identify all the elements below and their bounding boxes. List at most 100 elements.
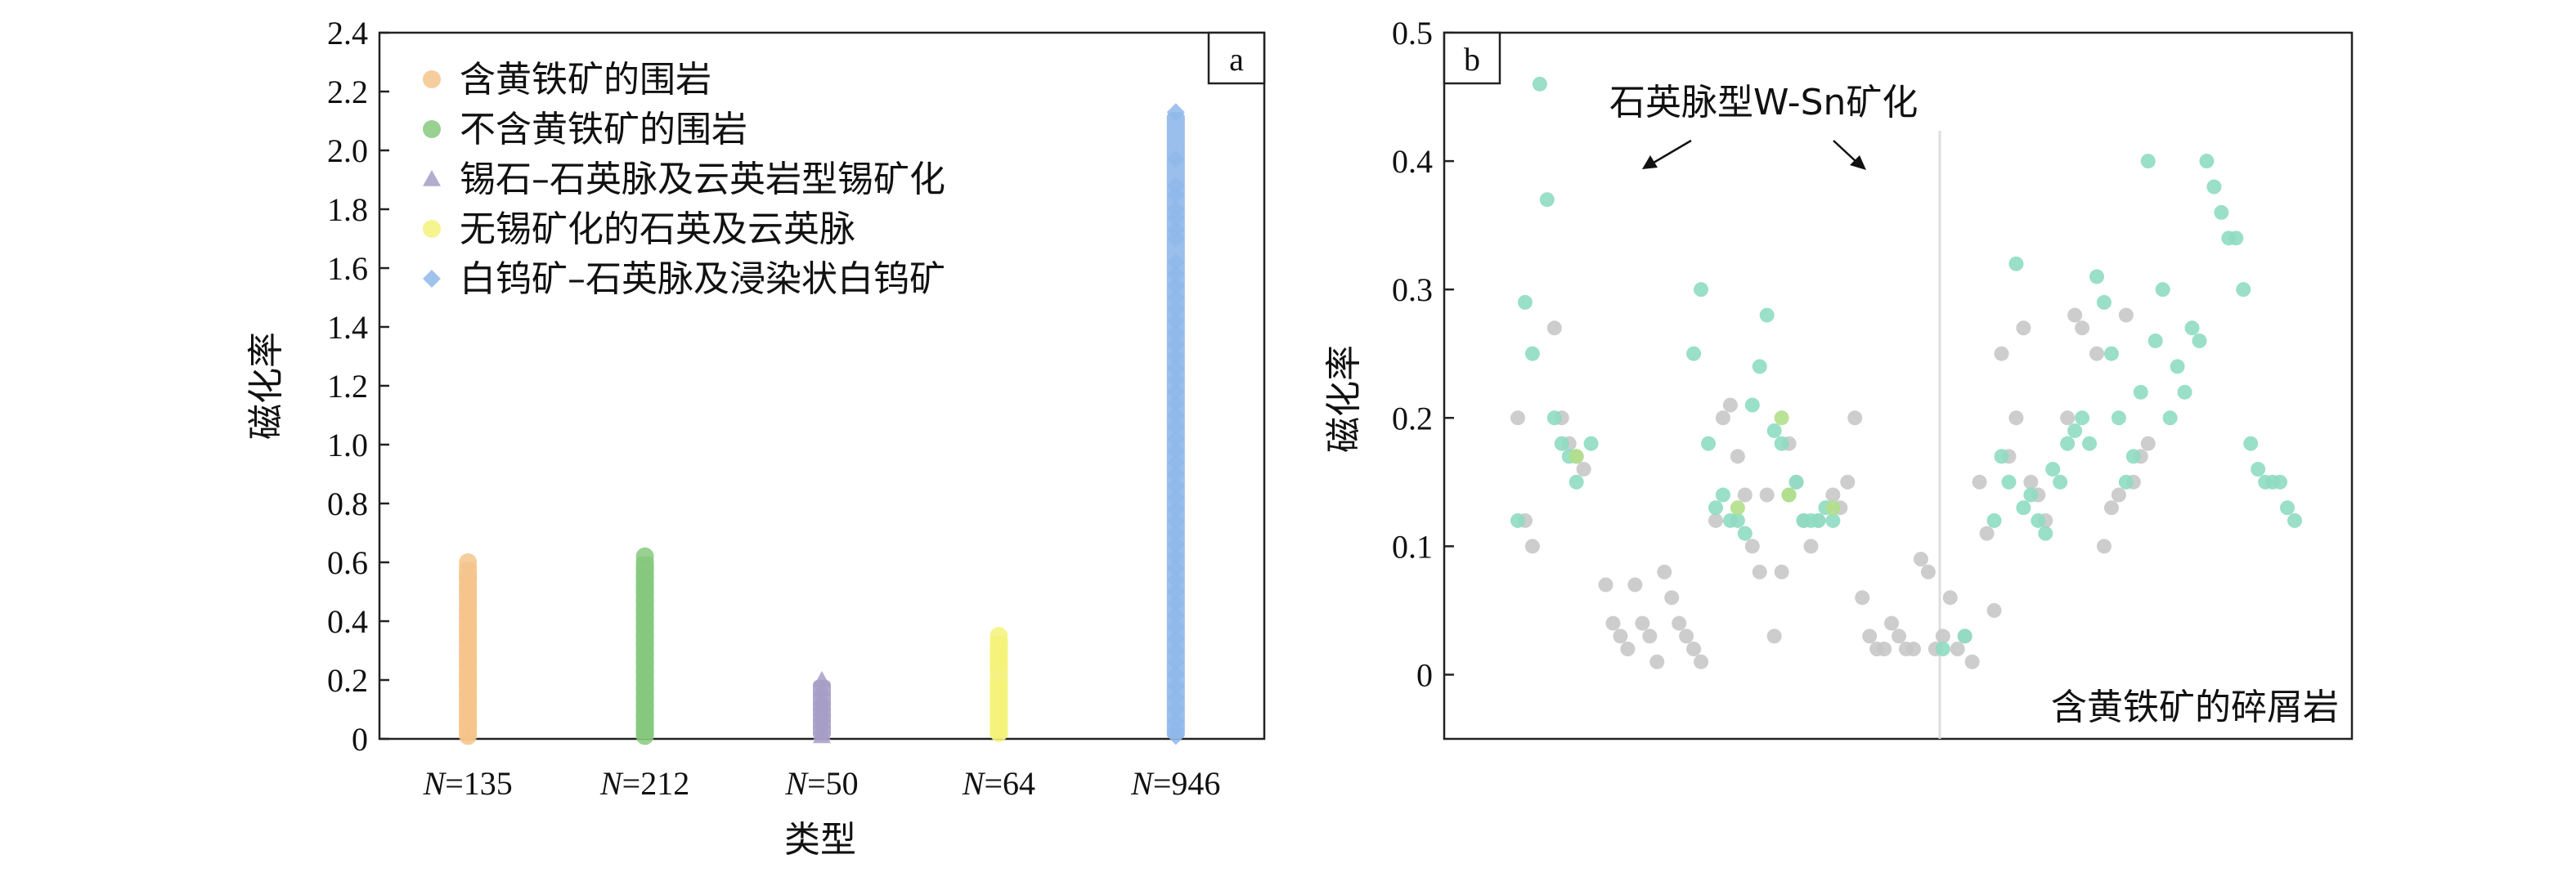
panel-b-data-point bbox=[1694, 282, 1709, 298]
panel-b-data-point bbox=[2280, 500, 2296, 516]
panel-b-data-point bbox=[1517, 294, 1533, 310]
panel-b-data-point bbox=[1766, 629, 1782, 644]
panel-b-data-point bbox=[2031, 512, 2046, 528]
panel-a-x-tick-label: N=64 bbox=[962, 765, 1035, 802]
panel-b-data-point bbox=[2075, 410, 2090, 426]
n-count: =212 bbox=[622, 765, 690, 802]
panel-b-data-point bbox=[2060, 410, 2076, 426]
panel-a-data-point bbox=[1166, 688, 1185, 707]
panel-a-data-point bbox=[1166, 727, 1185, 745]
panel-b-data-point bbox=[1774, 410, 1789, 426]
panel-a: 00.20.40.60.81.01.21.41.61.82.02.22.4 N=… bbox=[245, 15, 1266, 861]
panel-b-data-point bbox=[1744, 397, 1760, 413]
panel-b-data-point bbox=[1766, 423, 1782, 438]
panel-a-data-point bbox=[1166, 535, 1185, 554]
panel-a-data-point bbox=[1166, 253, 1185, 271]
panel-b-data-point bbox=[2192, 333, 2207, 349]
n-symbol: N bbox=[423, 765, 447, 802]
panel-b-y-tick-label: 0.4 bbox=[1392, 143, 1433, 180]
panel-a-data-point bbox=[1166, 429, 1185, 448]
panel-a-data-point bbox=[1166, 230, 1185, 248]
panel-a-data-point bbox=[1166, 465, 1185, 483]
panel-a-data-point bbox=[1166, 383, 1185, 401]
panel-b-data-point bbox=[1825, 500, 1841, 516]
legend-label: 白钨矿–石英脉及浸染状白钨矿 bbox=[460, 258, 945, 300]
panel-a-data-point bbox=[1166, 700, 1185, 718]
panel-b-data-point bbox=[2140, 154, 2156, 169]
panel-b-y-tick-label: 0.5 bbox=[1392, 15, 1433, 51]
n-count: =946 bbox=[1153, 765, 1221, 802]
panel-b-data-point bbox=[2060, 436, 2076, 451]
panel-b-data-point bbox=[2228, 230, 2244, 246]
panel-b-data-point bbox=[2133, 384, 2148, 400]
panel-b-data-point bbox=[1986, 602, 2002, 618]
panel-a-y-tick-label: 1.0 bbox=[327, 427, 368, 463]
annotation-arrow-right bbox=[1833, 140, 1866, 170]
panel-b-data-point bbox=[1979, 526, 1995, 541]
panel-a-data-point bbox=[1166, 347, 1185, 365]
panel-b-data-point bbox=[1825, 487, 1841, 503]
panel-b-data-point bbox=[1737, 487, 1752, 503]
panel-b-data-point bbox=[2287, 512, 2302, 528]
panel-a-y-tick-label: 0.2 bbox=[327, 662, 368, 699]
panel-a-data-point bbox=[1166, 406, 1185, 424]
panel-b-data-point bbox=[1510, 410, 1525, 426]
panel-a-data-point bbox=[1166, 265, 1185, 284]
panel-b-data-point bbox=[1905, 642, 1921, 657]
panel-b-data-point bbox=[1774, 436, 1789, 451]
panel-a-data-point bbox=[1166, 370, 1185, 389]
panel-b-points bbox=[1510, 76, 2302, 669]
panel-a-data-point bbox=[1166, 488, 1185, 507]
panel-a-data-point bbox=[1166, 664, 1185, 683]
panel-a-y-tick-label: 0 bbox=[352, 721, 368, 758]
panel-b-data-point bbox=[2184, 320, 2200, 336]
panel-b-data-point bbox=[2075, 320, 2090, 336]
panel-b-data-point bbox=[1722, 397, 1738, 413]
panel-a-y-tick-label: 0.8 bbox=[327, 485, 368, 522]
panel-b-data-point bbox=[1620, 642, 1636, 657]
panel-b-data-point bbox=[1694, 654, 1709, 669]
panel-b-data-point bbox=[1892, 629, 1907, 644]
panel-b-data-point bbox=[2023, 487, 2039, 503]
panel-a-data-point bbox=[813, 679, 831, 696]
panel-b-data-point bbox=[2273, 474, 2288, 490]
legend-marker bbox=[423, 120, 441, 138]
panel-a-y-ticks: 0 0.2 0.4 0.6 0.8 1.0 1.2 1.4 1.6 1.8 2.0 2.2 2.4 bbox=[327, 15, 389, 758]
panel-b-data-point bbox=[2096, 539, 2112, 554]
panel-b-data-point bbox=[1737, 526, 1752, 541]
panel-a-data-point bbox=[1166, 653, 1185, 672]
panel-b-data-point bbox=[1583, 436, 1599, 451]
panel-b-data-point bbox=[2147, 333, 2163, 349]
panel-a-data-point bbox=[1166, 594, 1185, 613]
panel-a-data-point bbox=[1166, 524, 1185, 542]
panel-b-data-point bbox=[2067, 307, 2083, 323]
panel-a-points bbox=[459, 103, 1185, 745]
panel-b-data-point bbox=[2251, 462, 2266, 477]
panel-b-data-point bbox=[1679, 629, 1694, 644]
panel-b-data-point bbox=[2236, 282, 2251, 298]
panel-a-data-point bbox=[990, 723, 1008, 742]
panel-b-data-point bbox=[2045, 462, 2061, 477]
panel-b-data-point bbox=[1752, 359, 1767, 374]
panel-a-label: a bbox=[1229, 41, 1244, 78]
panel-b-data-point bbox=[1605, 615, 1621, 631]
panel-b-data-point bbox=[1524, 346, 1540, 361]
panel-b-data-point bbox=[1935, 642, 1950, 657]
panel-b-data-point bbox=[1532, 76, 1547, 92]
panel-b-data-point bbox=[2023, 474, 2039, 490]
panel-b-data-point bbox=[1664, 590, 1680, 606]
panel-a-y-axis-label: 磁化率 bbox=[245, 332, 287, 440]
panel-a-data-point bbox=[1166, 512, 1185, 530]
panel-b-data-point bbox=[1759, 487, 1775, 503]
panel-a-data-point bbox=[1166, 500, 1185, 519]
panel-a-x-tick-label: N=946 bbox=[1130, 765, 1220, 802]
n-symbol: N bbox=[784, 765, 809, 802]
legend-marker bbox=[423, 170, 441, 186]
panel-a-data-point bbox=[1166, 103, 1185, 122]
panel-b-label: b bbox=[1464, 41, 1480, 78]
panel-b-data-point bbox=[2016, 500, 2031, 516]
panel-b-data-point bbox=[2082, 436, 2098, 451]
panel-b-data-point bbox=[1994, 346, 2009, 361]
panel-b-label-box: b bbox=[1443, 31, 1501, 85]
